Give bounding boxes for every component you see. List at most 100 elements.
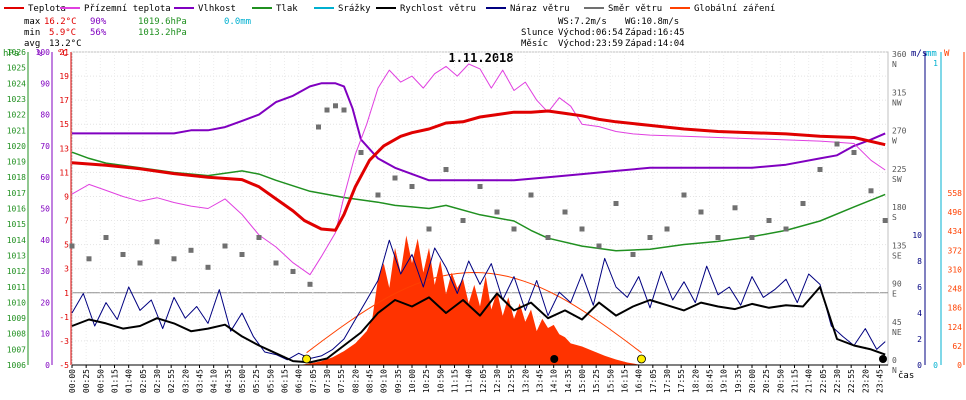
x-tick-label: 00:25 <box>82 369 91 393</box>
x-tick-label: 13:45 <box>536 369 545 393</box>
unit-mm: mm <box>926 49 937 59</box>
x-tick-label: 15:50 <box>606 369 615 393</box>
wind-direction-point <box>69 243 75 249</box>
info-sun-rise: Východ:06:54 <box>558 28 623 38</box>
tick-label-compass: E <box>892 290 897 299</box>
sunset-marker <box>637 354 646 364</box>
tick-label-hpa: 1012 <box>7 267 26 276</box>
series-temperature <box>71 109 886 232</box>
tick-label-hpa: 1024 <box>7 79 26 88</box>
x-tick-label: 05:00 <box>238 369 247 393</box>
wind-direction-point <box>154 239 160 245</box>
x-tick-label: 03:20 <box>181 369 190 393</box>
info-ws: WS:7.2m/s <box>558 17 607 27</box>
wind-direction-point <box>630 252 636 257</box>
x-tick-label: 08:45 <box>366 369 375 393</box>
wind-direction-point <box>137 260 143 266</box>
x-tick-label: 09:35 <box>394 369 403 393</box>
series-wind-speed <box>71 286 886 364</box>
tick-label-direction: 360 <box>892 50 907 59</box>
tick-label-temp: 13 <box>59 144 69 153</box>
stats-max-temp: 16.2°C <box>44 17 77 27</box>
x-tick-label: 22:05 <box>819 369 828 393</box>
wind-direction-point <box>103 235 109 240</box>
stats-max-label: max <box>24 17 41 27</box>
tick-label-hpa: 1014 <box>7 236 26 245</box>
sunrise-marker <box>302 354 312 364</box>
tick-label-ms: 0 <box>917 361 922 370</box>
x-tick-label: 21:40 <box>805 369 814 393</box>
stats-panel: max 16.2°C 90% 1019.6hPa 0.0mm min 5.9°C… <box>24 17 251 49</box>
x-tick-label: 10:25 <box>422 369 431 393</box>
unit-time: čas <box>898 370 914 381</box>
unit-temp: °C <box>57 49 68 59</box>
tick-label-ms: 8 <box>917 257 922 266</box>
legend-item: Náraz větru <box>510 4 570 14</box>
tick-label-temp: 15 <box>59 120 69 129</box>
x-tick-label: 11:15 <box>451 369 460 393</box>
tick-label-direction: 90 <box>892 280 902 289</box>
x-tick-label: 13:20 <box>521 369 530 393</box>
x-tick-label: 20:50 <box>776 369 785 393</box>
wind-direction-point <box>333 103 338 109</box>
wind-direction-point <box>545 235 551 240</box>
wind-direction-point <box>324 107 330 113</box>
series-global-radiation <box>298 235 642 365</box>
wind-direction-point <box>290 269 296 274</box>
wind-direction-point <box>579 226 585 232</box>
tick-label-direction: 225 <box>892 165 907 174</box>
x-tick-label: 14:35 <box>564 369 573 393</box>
wind-direction-point <box>766 218 772 223</box>
x-tick-label: 05:25 <box>252 369 261 393</box>
stats-max-hum: 90% <box>90 17 107 27</box>
legend-item: Směr větru <box>608 4 662 14</box>
tick-label-temp: 3 <box>64 265 69 274</box>
x-tick-label: 00:00 <box>68 369 77 393</box>
stats-avg-temp: 13.2°C <box>49 39 82 49</box>
tick-label-direction: 45 <box>892 318 902 327</box>
tick-label-w: 248 <box>948 285 963 294</box>
wind-direction-point <box>392 175 398 181</box>
tick-label-direction: 135 <box>892 241 907 250</box>
legend-item: Vlhkost <box>198 4 236 14</box>
x-tick-label: 20:25 <box>762 369 771 393</box>
x-tick-label: 04:10 <box>210 369 219 393</box>
x-tick-label: 22:30 <box>833 369 842 393</box>
wind-direction-point <box>882 218 888 223</box>
x-tick-label: 10:50 <box>436 369 445 393</box>
moonrise-marker <box>879 355 887 363</box>
x-tick-label: 20:00 <box>748 369 757 393</box>
tick-label-temp: -5 <box>59 361 69 370</box>
wind-direction-point <box>86 256 92 262</box>
x-tick-label: 07:55 <box>337 369 346 393</box>
wind-direction-point <box>120 252 126 257</box>
tick-label-hpa: 1021 <box>7 126 26 135</box>
tick-label-w: 0 <box>957 361 962 370</box>
tick-label-compass: N <box>892 366 897 375</box>
tick-label-pct: 0 <box>45 361 50 370</box>
info-wg: WG:10.8m/s <box>625 17 679 27</box>
tick-label-pct: 90 <box>40 79 50 88</box>
tick-label-w: 124 <box>948 323 963 332</box>
tick-label-mm: 1 <box>933 59 938 68</box>
tick-label-pct: 80 <box>40 111 50 120</box>
wind-direction-point <box>205 264 211 270</box>
tick-label-temp: 17 <box>59 96 69 105</box>
stats-max-press: 1019.6hPa <box>138 17 187 27</box>
tick-label-temp: 5 <box>64 241 69 250</box>
x-tick-label: 23:20 <box>861 369 870 393</box>
tick-label-ms: 2 <box>917 335 922 344</box>
x-tick-label: 19:35 <box>734 369 743 393</box>
wind-direction-point <box>477 184 483 189</box>
legend-item: Globální záření <box>694 4 775 14</box>
tick-label-w: 434 <box>948 227 963 236</box>
wind-direction-point <box>460 218 466 223</box>
tick-label-compass: SE <box>892 251 902 260</box>
tick-label-hpa: 1016 <box>7 205 26 214</box>
tick-label-hpa: 1017 <box>7 189 26 198</box>
info-sun-set: Západ:16:45 <box>625 28 685 38</box>
wind-direction-point <box>613 201 619 206</box>
right-axes: 0N45NE90E135SE180S225SW270W315NW360N0246… <box>892 50 965 375</box>
tick-label-hpa: 1025 <box>7 64 26 73</box>
